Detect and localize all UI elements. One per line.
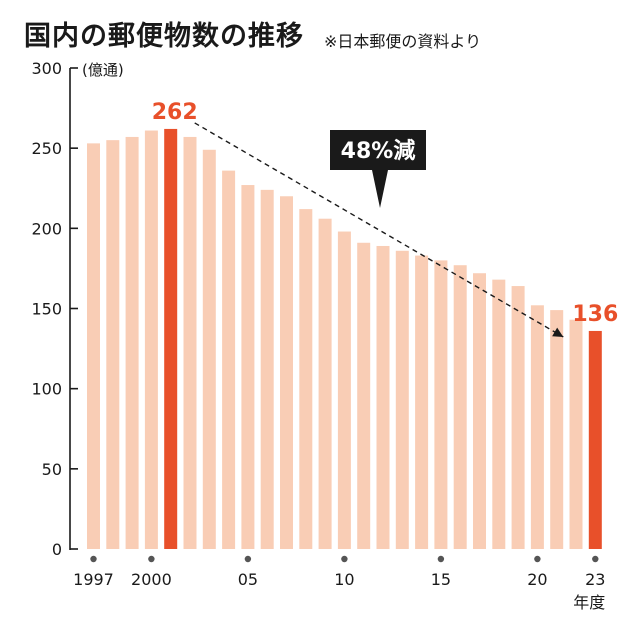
y-tick-label: 50 bbox=[42, 460, 62, 479]
x-tick-dot bbox=[244, 555, 252, 563]
bar bbox=[511, 286, 525, 549]
x-tick-label: 2000 bbox=[131, 570, 172, 589]
bar bbox=[125, 136, 139, 549]
bar bbox=[473, 273, 486, 549]
x-tick-label: 15 bbox=[431, 570, 451, 589]
x-tick-label: 10 bbox=[334, 570, 354, 589]
chart-title: 国内の郵便物数の推移 bbox=[24, 21, 304, 52]
x-tick-dot bbox=[341, 555, 348, 563]
trend-arrow-line bbox=[194, 122, 564, 338]
x-tick-dot bbox=[437, 555, 445, 563]
y-tick-label: 0 bbox=[52, 540, 62, 559]
bar bbox=[550, 310, 564, 549]
bar bbox=[87, 143, 100, 549]
bar bbox=[415, 255, 429, 549]
bar bbox=[260, 189, 274, 549]
bar bbox=[434, 260, 448, 549]
bar bbox=[569, 319, 583, 549]
bar bbox=[299, 209, 313, 550]
x-tick-label: 05 bbox=[238, 570, 258, 589]
bar bbox=[202, 149, 216, 549]
bar-highlight bbox=[588, 330, 602, 549]
bar bbox=[376, 245, 390, 549]
x-tick-dot bbox=[534, 555, 541, 563]
bar bbox=[530, 305, 544, 549]
y-tick-label: 250 bbox=[31, 139, 62, 158]
bar bbox=[492, 279, 506, 549]
y-tick-label: 300 bbox=[31, 59, 62, 78]
x-axis-unit: 年度 bbox=[573, 593, 605, 612]
label-layer: 262 136 48%減 bbox=[152, 100, 618, 338]
y-tick-label: 150 bbox=[31, 300, 62, 319]
reduction-callout: 48%減 bbox=[330, 130, 426, 208]
x-tick-label: 1997 bbox=[73, 570, 114, 589]
callout-label: 48%減 bbox=[341, 139, 416, 164]
highlight-value-label: 262 bbox=[152, 100, 198, 125]
source-note: ※日本郵便の資料より bbox=[324, 32, 482, 51]
highlight-value-label: 136 bbox=[572, 302, 618, 327]
x-tick-label: 20 bbox=[527, 570, 547, 589]
bar bbox=[144, 130, 158, 549]
trend-arrow-head bbox=[552, 327, 564, 337]
bar bbox=[395, 250, 409, 549]
bar bbox=[241, 185, 255, 549]
bar-highlight bbox=[164, 128, 178, 549]
x-tick-label: 23 bbox=[585, 570, 605, 589]
bar bbox=[318, 218, 332, 550]
bar bbox=[222, 170, 236, 549]
x-tick-dot bbox=[90, 555, 97, 563]
bar bbox=[183, 136, 197, 549]
bar bbox=[357, 242, 371, 549]
bar bbox=[106, 140, 120, 549]
callout-box bbox=[330, 130, 426, 208]
x-tick-dot bbox=[592, 555, 599, 563]
bar bbox=[453, 265, 467, 549]
y-tick-label: 100 bbox=[31, 380, 62, 399]
bar bbox=[337, 231, 351, 550]
bar-layer bbox=[87, 128, 602, 550]
axis-layer: 0 50 100 150 200 250 300 1997 2000 05 10 15 20 23 bbox=[31, 59, 605, 589]
y-tick-label: 200 bbox=[31, 219, 62, 238]
y-axis-unit: (億通) bbox=[82, 61, 124, 79]
x-tick-dot bbox=[148, 555, 155, 563]
bar bbox=[280, 196, 293, 549]
